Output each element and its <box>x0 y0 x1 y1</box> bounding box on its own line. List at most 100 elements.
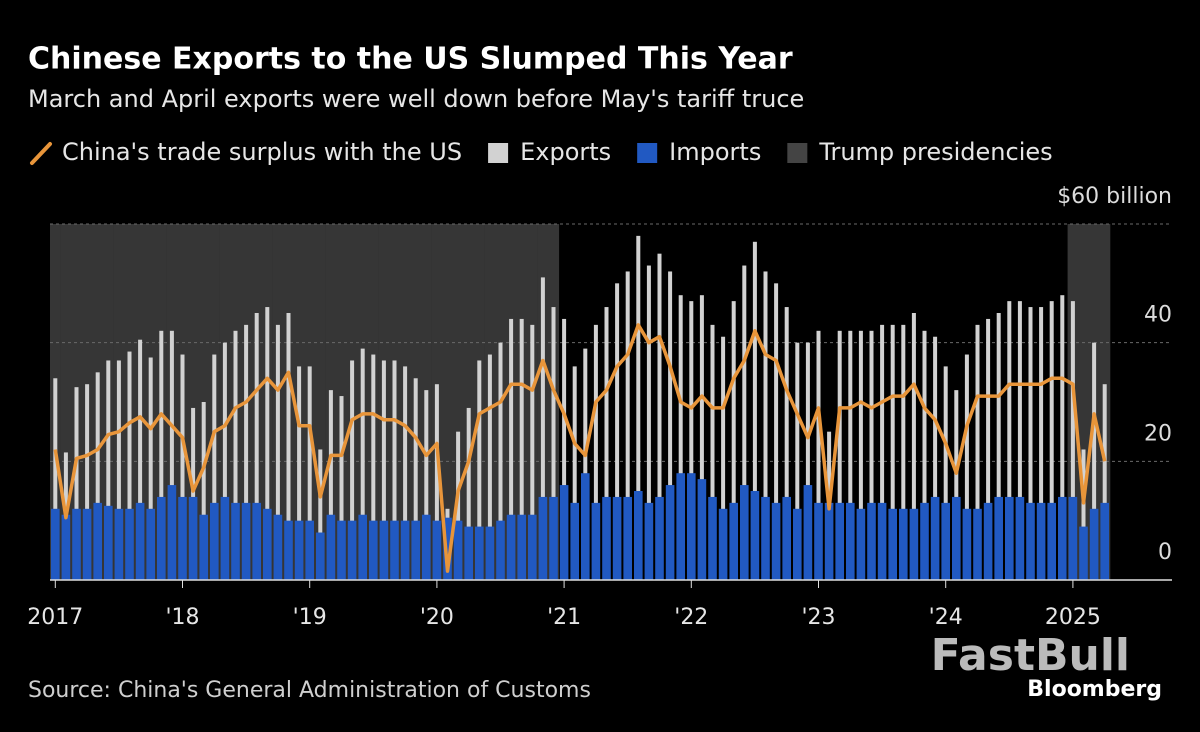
bar <box>752 241 757 581</box>
shade-band <box>315 224 326 580</box>
bar <box>135 502 145 580</box>
bar <box>369 520 378 580</box>
bar <box>201 402 206 580</box>
bar <box>456 431 461 580</box>
bar <box>403 366 408 580</box>
bar <box>316 532 325 580</box>
bar <box>933 336 938 580</box>
bar <box>358 514 367 580</box>
bar <box>858 330 863 580</box>
bar <box>453 520 463 580</box>
bar <box>774 283 779 580</box>
bar <box>962 508 972 580</box>
bar <box>148 357 153 580</box>
bar <box>975 324 980 580</box>
bar <box>273 514 283 580</box>
bar <box>485 526 495 580</box>
bar <box>85 384 90 580</box>
bar <box>379 520 389 580</box>
bar <box>909 508 919 580</box>
x-tick-label: '20 <box>420 605 454 630</box>
bar <box>782 496 791 580</box>
bar <box>1079 526 1088 580</box>
bar <box>655 496 664 580</box>
shade-band <box>187 224 199 580</box>
bar <box>708 496 717 580</box>
bar <box>188 496 198 580</box>
bar <box>1039 307 1044 580</box>
bar <box>763 271 768 580</box>
bar <box>901 324 906 580</box>
bar <box>1007 301 1012 580</box>
legend-label: Exports <box>520 138 611 166</box>
bar <box>1092 342 1097 580</box>
bar <box>835 502 844 580</box>
bar <box>528 514 537 580</box>
y-tick-label: $60 billion <box>1057 184 1172 209</box>
bar <box>496 520 505 580</box>
bar <box>750 491 760 580</box>
bar <box>146 508 155 580</box>
bar <box>199 514 208 580</box>
bar <box>742 265 747 580</box>
bar <box>434 384 439 580</box>
bar <box>837 330 842 580</box>
bar <box>890 324 895 580</box>
x-tick-label: '23 <box>801 605 835 630</box>
bar <box>125 508 134 580</box>
bar <box>572 366 577 580</box>
bar <box>920 502 929 580</box>
bar <box>646 265 651 580</box>
bar <box>530 324 535 580</box>
bar <box>244 324 249 580</box>
bar <box>1060 295 1065 580</box>
bar <box>241 502 251 580</box>
bar <box>644 502 654 580</box>
bar <box>869 330 874 580</box>
bar <box>625 271 630 580</box>
bar <box>1070 301 1075 580</box>
bar <box>740 485 749 580</box>
bar <box>413 378 418 580</box>
bar <box>286 313 291 580</box>
bar <box>487 354 492 580</box>
bar <box>475 526 484 580</box>
bar <box>159 330 164 580</box>
bar <box>305 520 314 580</box>
legend-swatch <box>787 143 808 163</box>
bar <box>877 502 887 580</box>
logo: Bloomberg <box>1027 677 1162 702</box>
bar <box>816 330 821 580</box>
bar <box>328 390 333 580</box>
bar <box>392 360 397 580</box>
bar <box>668 271 673 580</box>
bar <box>114 508 124 580</box>
bar <box>570 502 579 580</box>
bar <box>623 496 632 580</box>
bar <box>61 514 71 580</box>
bar <box>983 502 993 580</box>
bar <box>687 473 696 580</box>
y-tick-label: 40 <box>1144 303 1172 328</box>
bar <box>1102 384 1107 580</box>
line-series <box>53 323 1107 573</box>
chart-title: Chinese Exports to the US Slumped This Y… <box>28 42 793 77</box>
bar <box>697 479 707 580</box>
bar <box>169 330 174 580</box>
bar <box>678 295 683 580</box>
legend: China's trade surplus with the US Exports… <box>30 138 1053 166</box>
bar <box>1005 496 1014 580</box>
bar <box>1058 496 1067 580</box>
bar <box>498 342 503 580</box>
bar <box>1047 502 1056 580</box>
bar <box>263 508 272 580</box>
bar <box>880 324 885 580</box>
bar <box>795 342 800 580</box>
bar <box>888 508 897 580</box>
bar <box>210 502 219 580</box>
bar <box>180 354 185 580</box>
bar <box>996 313 1001 580</box>
legend-label: Trump presidencies <box>818 138 1052 166</box>
bar <box>222 342 227 580</box>
bar <box>729 502 738 580</box>
